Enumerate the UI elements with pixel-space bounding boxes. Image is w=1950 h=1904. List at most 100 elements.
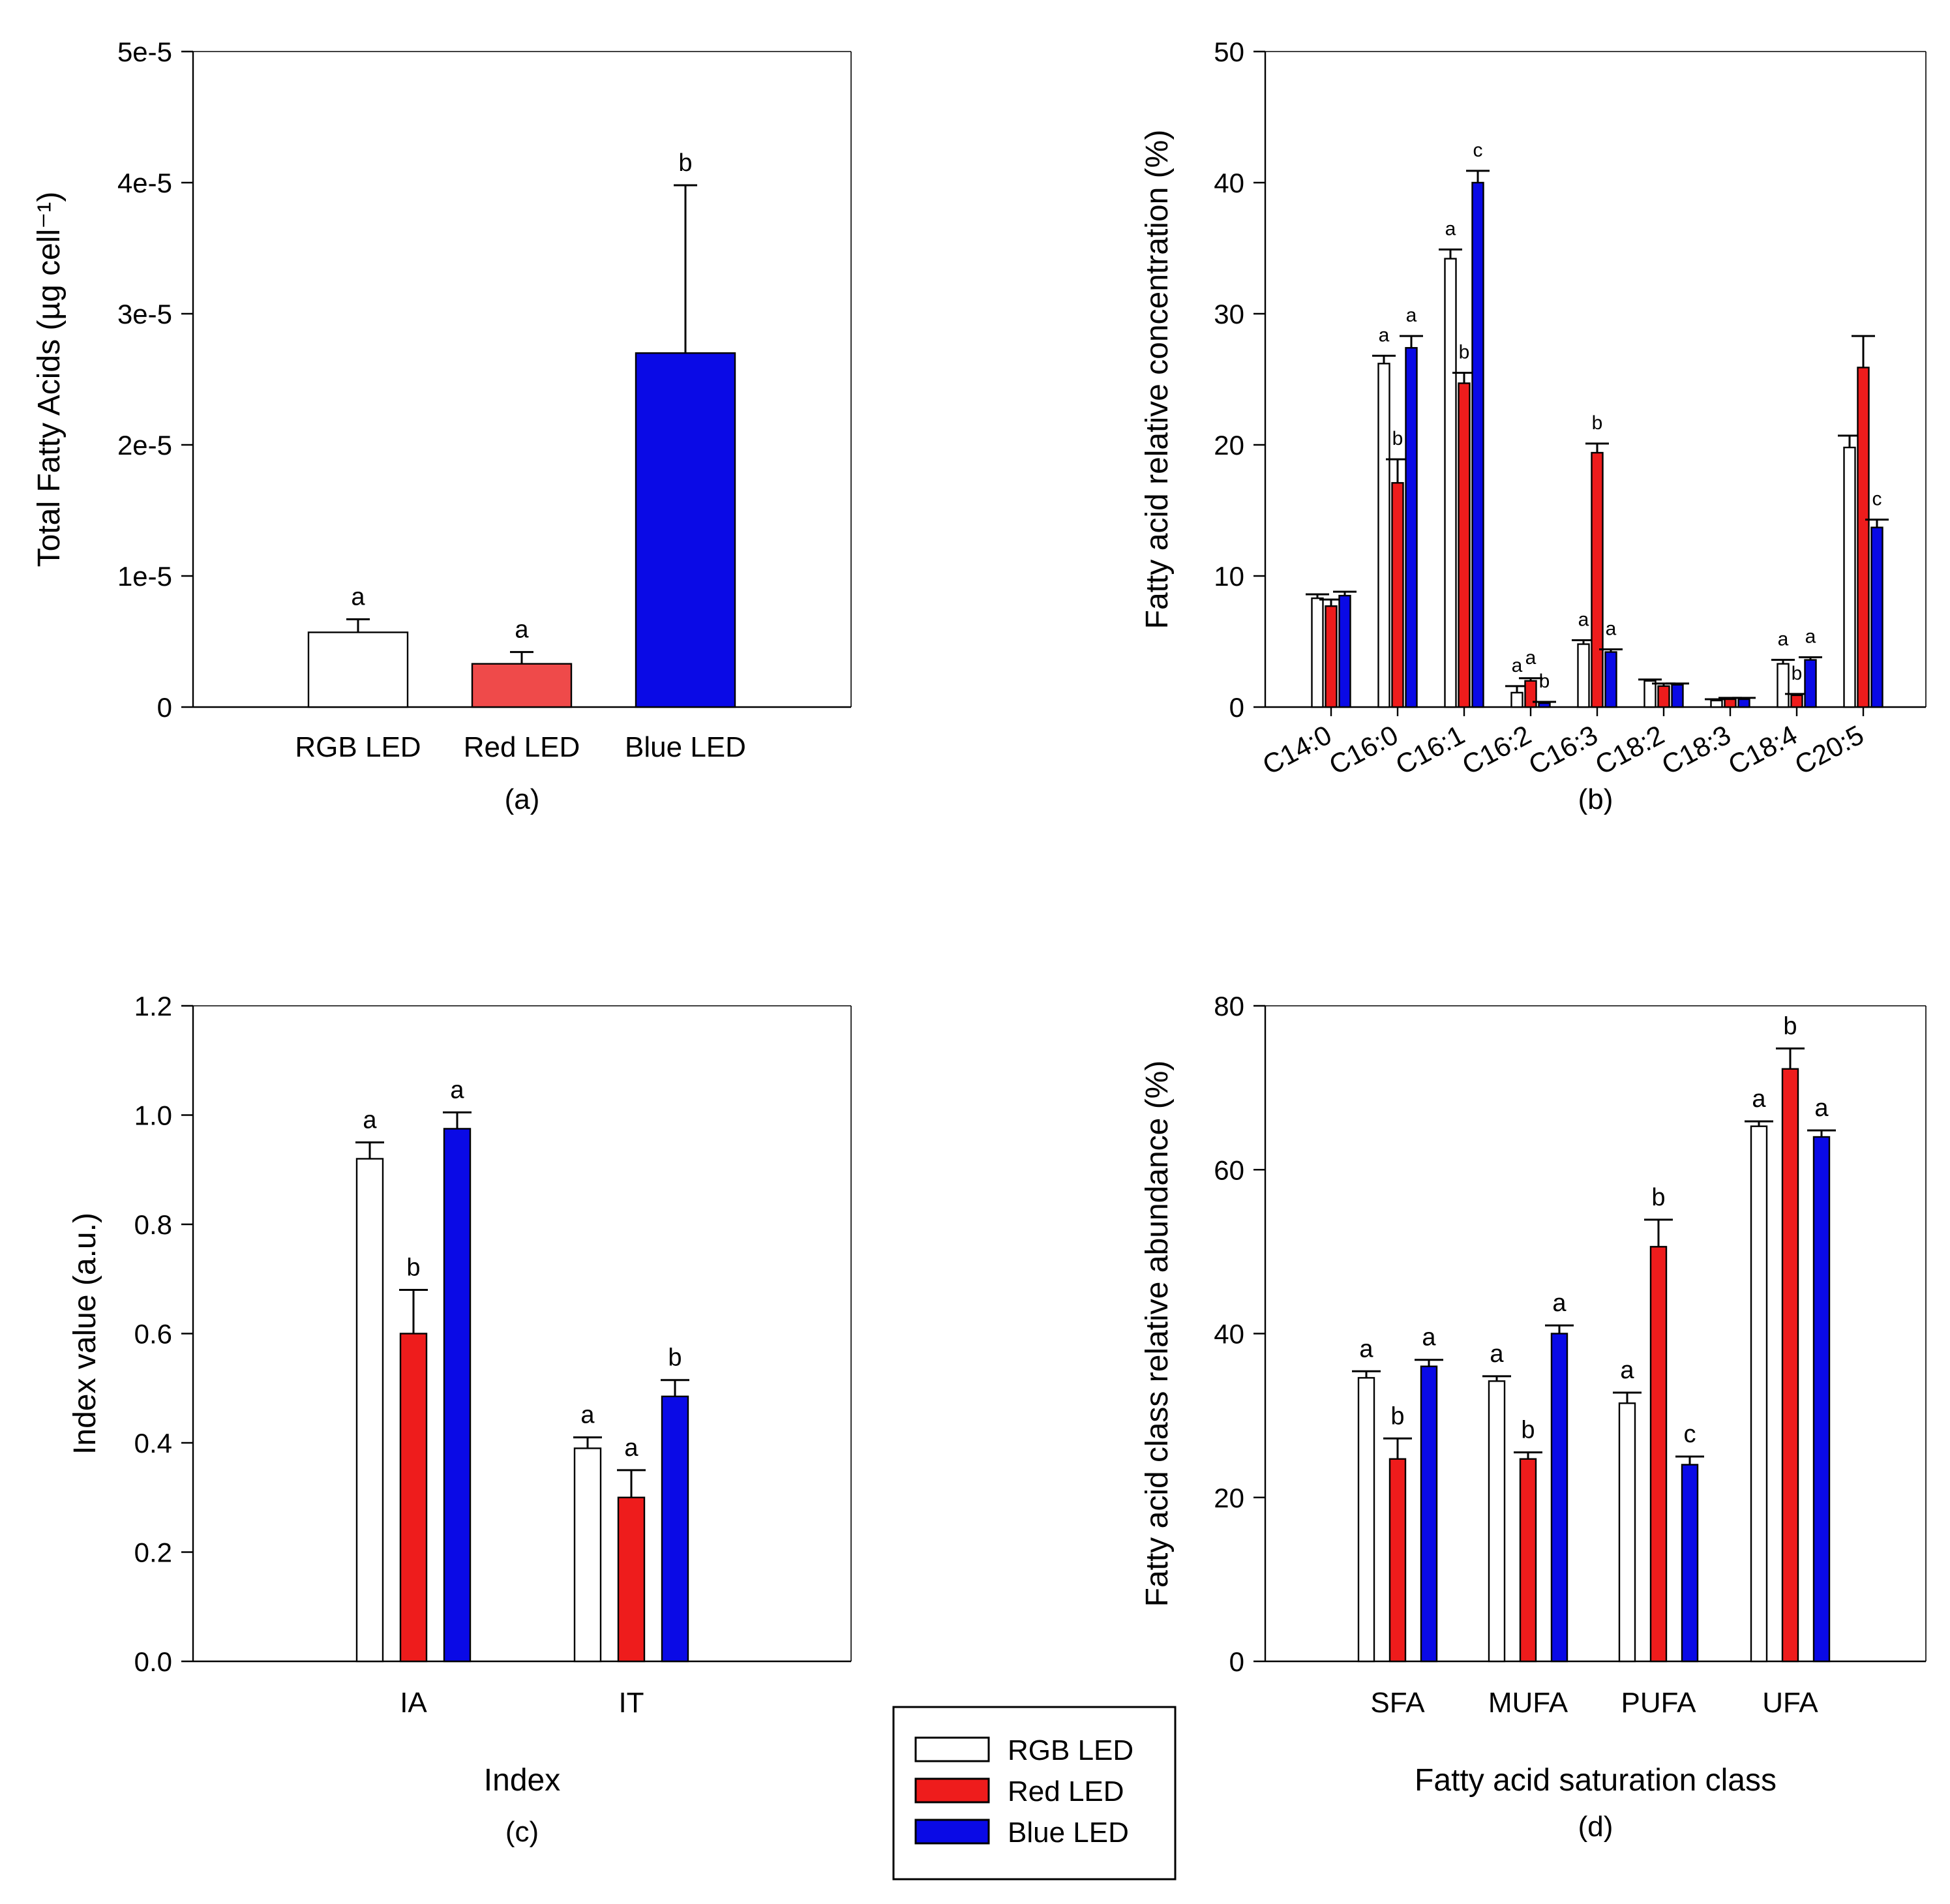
legend-label: Blue LED [1008, 1817, 1129, 1849]
significance-letter: a [1406, 305, 1417, 326]
bar [1870, 526, 1883, 708]
significance-letter: a [1379, 324, 1390, 346]
y-tick-label: 0 [1229, 1646, 1244, 1677]
legend-swatch [914, 1777, 990, 1804]
significance-letter: a [1805, 626, 1816, 648]
significance-letter: a [515, 616, 529, 644]
bar [1338, 594, 1351, 708]
x-tick-label: MUFA [1488, 1687, 1568, 1719]
bar [617, 1496, 646, 1663]
bar [1538, 702, 1551, 708]
significance-letter: b [1392, 428, 1403, 449]
significance-letter: c [1684, 1421, 1696, 1448]
bar [1781, 1068, 1799, 1663]
bar [1604, 651, 1617, 708]
chart-panel-c: 0.0 0.2 0.4 0.6 0.8 1.0 1.2 Index value (a.u.) (… [68, 991, 852, 1848]
x-axis-title: Index [484, 1763, 560, 1798]
x-tick-label: C20:5 [1790, 719, 1868, 780]
significance-letter: c [1473, 140, 1483, 161]
x-tick-label: C14:0 [1257, 719, 1336, 780]
x-tick-label: IA [400, 1687, 427, 1719]
bar [1618, 1402, 1636, 1663]
bar [1391, 482, 1404, 708]
significance-letter: a [1578, 609, 1589, 630]
x-tick-label: C16:0 [1324, 719, 1403, 780]
panel-label: (c) [505, 1816, 539, 1848]
x-tick-label: C18:2 [1590, 719, 1669, 780]
bar [1524, 680, 1537, 708]
bar [471, 663, 573, 708]
significance-letter: a [1359, 1335, 1373, 1363]
bar [1444, 258, 1457, 708]
x-tick-label: C16:2 [1457, 719, 1536, 780]
significance-letter: b [1792, 663, 1803, 684]
significance-letter: a [363, 1106, 377, 1134]
bar [1420, 1365, 1438, 1663]
y-tick-label: 2e-5 [117, 430, 172, 461]
bar [1843, 446, 1856, 708]
chart-panel-b: 0 10 20 30 40 50 Fatty acid relative concentra… [1140, 37, 1927, 815]
chart-panel-d: 0 20 40 60 80 Fatty acid class relative abund… [1140, 991, 1927, 1843]
y-tick-label: 3e-5 [117, 299, 172, 329]
y-tick-label: 40 [1214, 1319, 1244, 1350]
y-tick-label: 20 [1214, 430, 1244, 461]
significance-letter: b [678, 149, 692, 177]
bar [1812, 1136, 1831, 1663]
bar [1724, 698, 1737, 708]
panel-label: (a) [505, 783, 540, 815]
bar [1710, 699, 1723, 708]
significance-letter: a [1525, 647, 1537, 669]
y-tick-label: 1.2 [134, 991, 172, 1021]
bar [1510, 691, 1523, 708]
significance-letter: a [1752, 1085, 1766, 1113]
legend-swatch [914, 1819, 990, 1845]
y-tick-label: 4e-5 [117, 168, 172, 198]
significance-letter: a [580, 1402, 595, 1429]
y-tick-label: 0 [157, 692, 172, 723]
x-tick-label: Red LED [464, 731, 580, 763]
y-tick-label: 0.4 [134, 1428, 172, 1458]
bar [1804, 659, 1817, 708]
significance-letter: b [1521, 1417, 1535, 1444]
significance-letter: b [1459, 341, 1470, 363]
y-tick-label: 0.8 [134, 1209, 172, 1240]
x-tick-label: UFA [1762, 1687, 1818, 1719]
bar [399, 1333, 428, 1663]
significance-letter: b [1651, 1184, 1665, 1211]
bar [1311, 597, 1324, 708]
significance-letter: b [1592, 412, 1603, 434]
bar [635, 352, 736, 708]
significance-letter: b [1783, 1012, 1797, 1040]
significance-letter: a [351, 583, 365, 611]
x-tick-label: IT [618, 1687, 644, 1719]
significance-letter: b [668, 1344, 682, 1372]
bar [443, 1128, 472, 1663]
bar [1591, 451, 1604, 708]
x-tick-label: C18:3 [1657, 719, 1735, 780]
bar [661, 1395, 689, 1663]
x-tick-label: C16:1 [1390, 719, 1469, 780]
significance-letter: a [1445, 219, 1456, 240]
bar [1649, 1246, 1668, 1663]
significance-letter: a [1552, 1290, 1567, 1317]
x-tick-label: RGB LED [295, 731, 421, 763]
bar [1737, 698, 1750, 708]
y-tick-label: 0 [1229, 692, 1244, 723]
y-tick-label: 30 [1214, 299, 1244, 329]
y-axis-title: Total Fatty Acids (µg cell⁻¹) [32, 192, 67, 567]
y-tick-label: 40 [1214, 168, 1244, 198]
x-tick-label: SFA [1370, 1687, 1425, 1719]
x-tick-label: C18:4 [1723, 719, 1802, 780]
bar [1681, 1464, 1699, 1663]
y-tick-label: 5e-5 [117, 37, 172, 67]
significance-letter: a [1778, 629, 1789, 650]
y-axis-title: Fatty acid class relative abundance (%) [1140, 1061, 1175, 1607]
chart-panel-a: 0 1e-5 2e-5 3e-5 4e-5 5e-5 Total Fatty Acids (… [32, 37, 852, 815]
significance-letter: a [624, 1434, 638, 1462]
bar [1577, 643, 1590, 708]
significance-letter: a [1422, 1324, 1436, 1352]
significance-letter: a [1512, 655, 1523, 676]
significance-letter: a [1490, 1340, 1504, 1368]
bar [1405, 347, 1418, 708]
x-tick-label: Blue LED [625, 731, 746, 763]
